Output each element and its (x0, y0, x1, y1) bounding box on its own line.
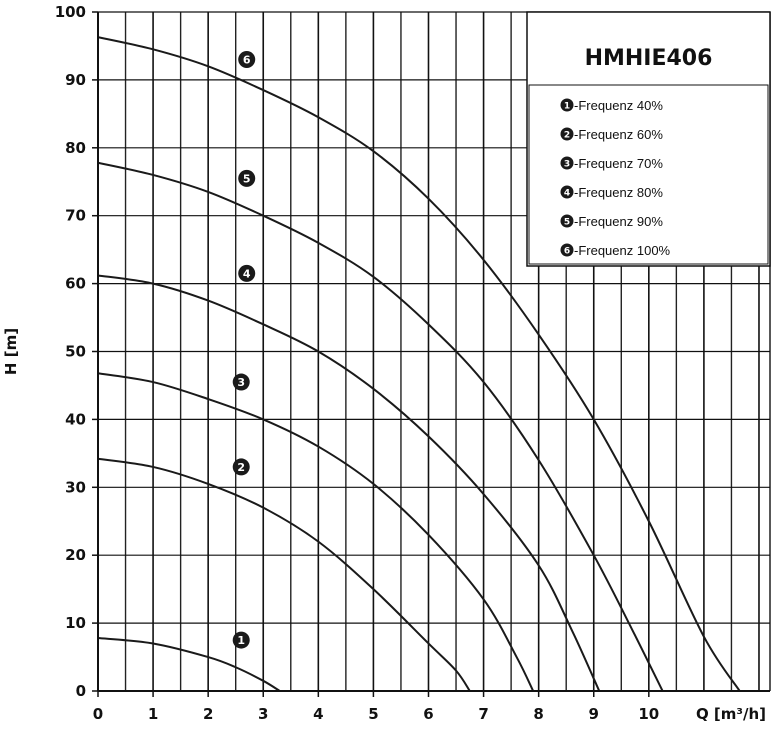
x-tick-label: 2 (203, 705, 213, 723)
legend-entry-1: -Frequenz 40% (574, 98, 663, 113)
legend-marker-6 (560, 243, 574, 257)
y-tick-label: 50 (65, 343, 86, 361)
legend-marker-label-3: 3 (564, 160, 570, 170)
legend-entry-6: -Frequenz 100% (574, 243, 671, 258)
curve-frequenz-1 (97, 637, 281, 692)
y-tick-label: 100 (55, 3, 86, 21)
curve-marker-label-6: 6 (243, 54, 251, 67)
curve-marker-label-2: 2 (237, 461, 245, 474)
y-axis-label: H [m] (2, 328, 20, 375)
y-tick-label: 30 (65, 478, 86, 496)
x-tick-label: 1 (148, 705, 158, 723)
x-tick-label: 10 (638, 705, 659, 723)
x-tick-label: 6 (423, 705, 433, 723)
legend-marker-1 (560, 98, 574, 112)
curves (97, 36, 741, 692)
x-tick-label: 0 (93, 705, 103, 723)
legend-marker-label-4: 4 (564, 189, 570, 199)
legend-entry-3: -Frequenz 70% (574, 156, 663, 171)
curve-marker-label-1: 1 (237, 634, 245, 647)
y-tick-label: 80 (65, 139, 86, 157)
y-tick-label: 70 (65, 207, 86, 225)
x-tick-label: 4 (313, 705, 323, 723)
y-tick-label: 20 (65, 546, 86, 564)
curve-frequenz-2 (97, 457, 471, 692)
x-tick-label: 5 (368, 705, 378, 723)
legend-entry-4: -Frequenz 80% (574, 185, 663, 200)
curve-frequenz-3 (97, 372, 535, 692)
y-tick-label: 40 (65, 410, 86, 428)
curve-marker-label-3: 3 (237, 376, 245, 389)
y-tick-label: 90 (65, 71, 86, 89)
x-axis-label: Q [m³/h] (696, 705, 766, 723)
y-tick-label: 10 (65, 614, 86, 632)
legend-marker-label-2: 2 (564, 131, 570, 141)
axes: 0 10 20 30 40 50 60 70 80 90 100 0 1 2 3 4 5 6 7 8 9 10 Q [m³/… (2, 3, 771, 723)
curve-markers: 1 2 3 4 5 6 (232, 51, 256, 649)
legend-marker-2 (560, 127, 574, 141)
x-tick-label: 9 (589, 705, 599, 723)
curve-marker-4 (238, 264, 256, 282)
legend-marker-4 (560, 185, 574, 199)
x-tick-label: 3 (258, 705, 268, 723)
x-tick-label: 8 (533, 705, 543, 723)
legend-marker-label-1: 1 (564, 102, 570, 112)
curve-marker-label-5: 5 (243, 172, 251, 185)
legend-marker-3 (560, 156, 574, 170)
curve-marker-2 (232, 458, 250, 476)
legend-entry-5: -Frequenz 90% (574, 214, 663, 229)
legend: HMHIE406 1 -Frequenz 40% 2 -Frequenz 60% 3 -Fr… (526, 11, 771, 267)
legend-marker-label-6: 6 (564, 247, 570, 257)
y-tick-label: 0 (76, 682, 86, 700)
legend-marker-5 (560, 214, 574, 228)
chart-title: HMHIE406 (585, 46, 713, 71)
legend-entry-2: -Frequenz 60% (574, 127, 663, 142)
x-tick-label: 7 (478, 705, 488, 723)
curve-marker-3 (232, 373, 250, 391)
curve-marker-label-4: 4 (243, 267, 251, 280)
curve-frequenz-4 (97, 274, 601, 692)
curve-frequenz-5 (97, 161, 664, 692)
legend-entries-box (528, 84, 769, 265)
curve-marker-6 (238, 51, 256, 69)
y-tick-label: 60 (65, 275, 86, 293)
curve-frequenz-6 (97, 36, 741, 692)
curve-marker-1 (232, 631, 250, 649)
curve-marker-5 (238, 169, 256, 187)
legend-marker-label-5: 5 (564, 218, 570, 228)
